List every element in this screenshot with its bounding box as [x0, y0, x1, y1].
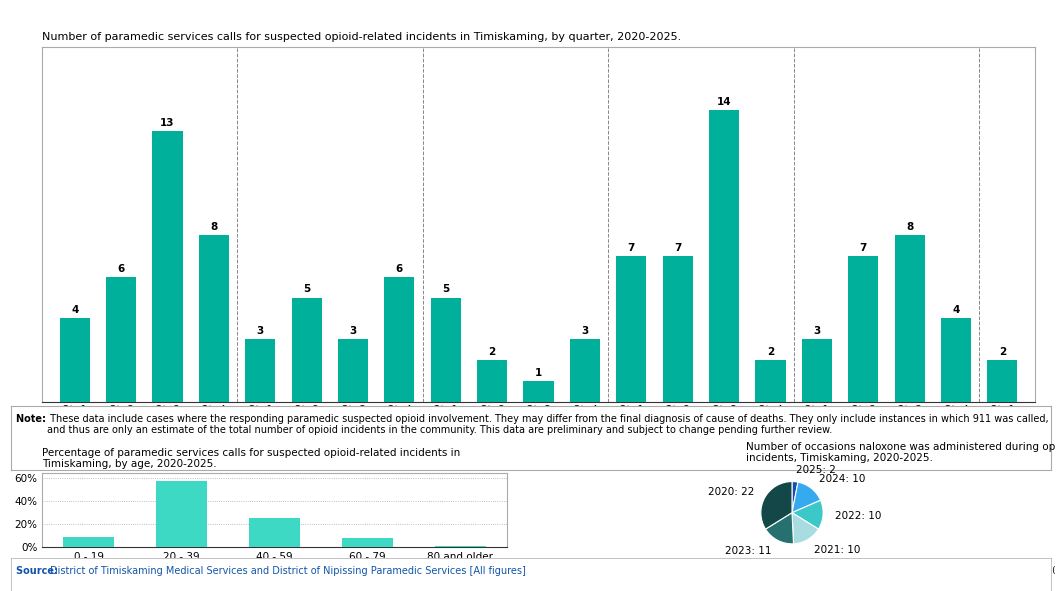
Text: 8: 8	[210, 222, 218, 232]
Bar	[709, 110, 739, 402]
X-axis label: Year: Year	[526, 457, 551, 470]
Text: Note: Naloxone could have been administered via bystanders, OPP (Ontario Provinc: Note: Naloxone could have been administe…	[747, 566, 1056, 585]
Text: 3: 3	[257, 326, 264, 336]
Text: 6: 6	[396, 264, 403, 274]
Bar	[384, 277, 414, 402]
Bar	[941, 319, 972, 402]
Text: 14: 14	[717, 97, 732, 107]
Bar	[106, 277, 136, 402]
Text: 7: 7	[860, 243, 867, 253]
Bar	[338, 339, 369, 402]
Text: 3: 3	[581, 326, 588, 336]
Text: 2020: 22: 2020: 22	[708, 486, 754, 496]
Bar	[802, 339, 832, 402]
Text: Source:: Source:	[16, 567, 61, 576]
Text: 2025: 2025	[988, 433, 1017, 443]
Text: Number of paramedic services calls for suspected opioid-related incidents in Tim: Number of paramedic services calls for s…	[42, 33, 681, 43]
Bar	[199, 235, 229, 402]
Text: 2022: 10: 2022: 10	[835, 511, 882, 521]
Text: 2023: 11: 2023: 11	[725, 546, 772, 556]
Text: 7: 7	[627, 243, 635, 253]
Text: 2: 2	[489, 347, 496, 357]
Bar	[755, 360, 786, 402]
Bar	[291, 298, 322, 402]
X-axis label: Age: Age	[264, 567, 285, 577]
Bar	[342, 538, 393, 547]
Bar	[152, 131, 183, 402]
Bar	[59, 319, 90, 402]
Wedge shape	[766, 512, 793, 544]
Wedge shape	[792, 482, 821, 512]
Bar	[156, 481, 207, 547]
Bar	[431, 298, 460, 402]
Bar	[245, 339, 276, 402]
Text: District of Timiskaming Medical Services and District of Nipissing Paramedic Ser: District of Timiskaming Medical Services…	[50, 567, 526, 576]
Text: 5: 5	[442, 284, 450, 294]
Text: 2: 2	[767, 347, 774, 357]
Wedge shape	[761, 482, 792, 529]
Bar	[987, 360, 1018, 402]
Text: 2021: 2021	[316, 433, 344, 443]
Text: 2022: 2022	[502, 433, 529, 443]
Text: 2023: 2023	[686, 433, 715, 443]
Text: 2020: 2020	[130, 433, 158, 443]
Text: 3: 3	[350, 326, 357, 336]
Text: 2024: 2024	[872, 433, 901, 443]
Wedge shape	[792, 500, 823, 529]
Text: 2021: 10: 2021: 10	[814, 545, 861, 555]
Text: 6: 6	[117, 264, 125, 274]
Wedge shape	[792, 482, 798, 512]
Bar	[617, 256, 646, 402]
Text: These data include cases where the responding paramedic suspected opioid involve: These data include cases where the respo…	[46, 414, 1049, 436]
Bar	[894, 235, 925, 402]
Text: 1: 1	[535, 368, 542, 378]
Bar	[524, 381, 553, 402]
Bar	[663, 256, 693, 402]
Text: 2: 2	[999, 347, 1006, 357]
Text: Percentage of paramedic services calls for suspected opioid-related incidents in: Percentage of paramedic services calls f…	[42, 447, 460, 469]
Text: 2025: 2: 2025: 2	[796, 465, 836, 475]
Text: 7: 7	[674, 243, 681, 253]
Bar	[249, 518, 300, 547]
Text: 3: 3	[813, 326, 821, 336]
Bar	[848, 256, 879, 402]
Text: 4: 4	[953, 306, 960, 316]
Text: 8: 8	[906, 222, 913, 232]
Bar	[63, 537, 114, 547]
Text: 2024: 10: 2024: 10	[819, 474, 866, 484]
Bar	[570, 339, 600, 402]
Text: 5: 5	[303, 284, 310, 294]
Text: 13: 13	[161, 118, 174, 128]
Wedge shape	[792, 512, 818, 544]
Text: Number of occasions naloxone was administered during opioid-related
incidents, T: Number of occasions naloxone was adminis…	[747, 441, 1056, 463]
Text: Note:: Note:	[16, 414, 50, 424]
Text: 4: 4	[71, 306, 78, 316]
Bar	[477, 360, 507, 402]
